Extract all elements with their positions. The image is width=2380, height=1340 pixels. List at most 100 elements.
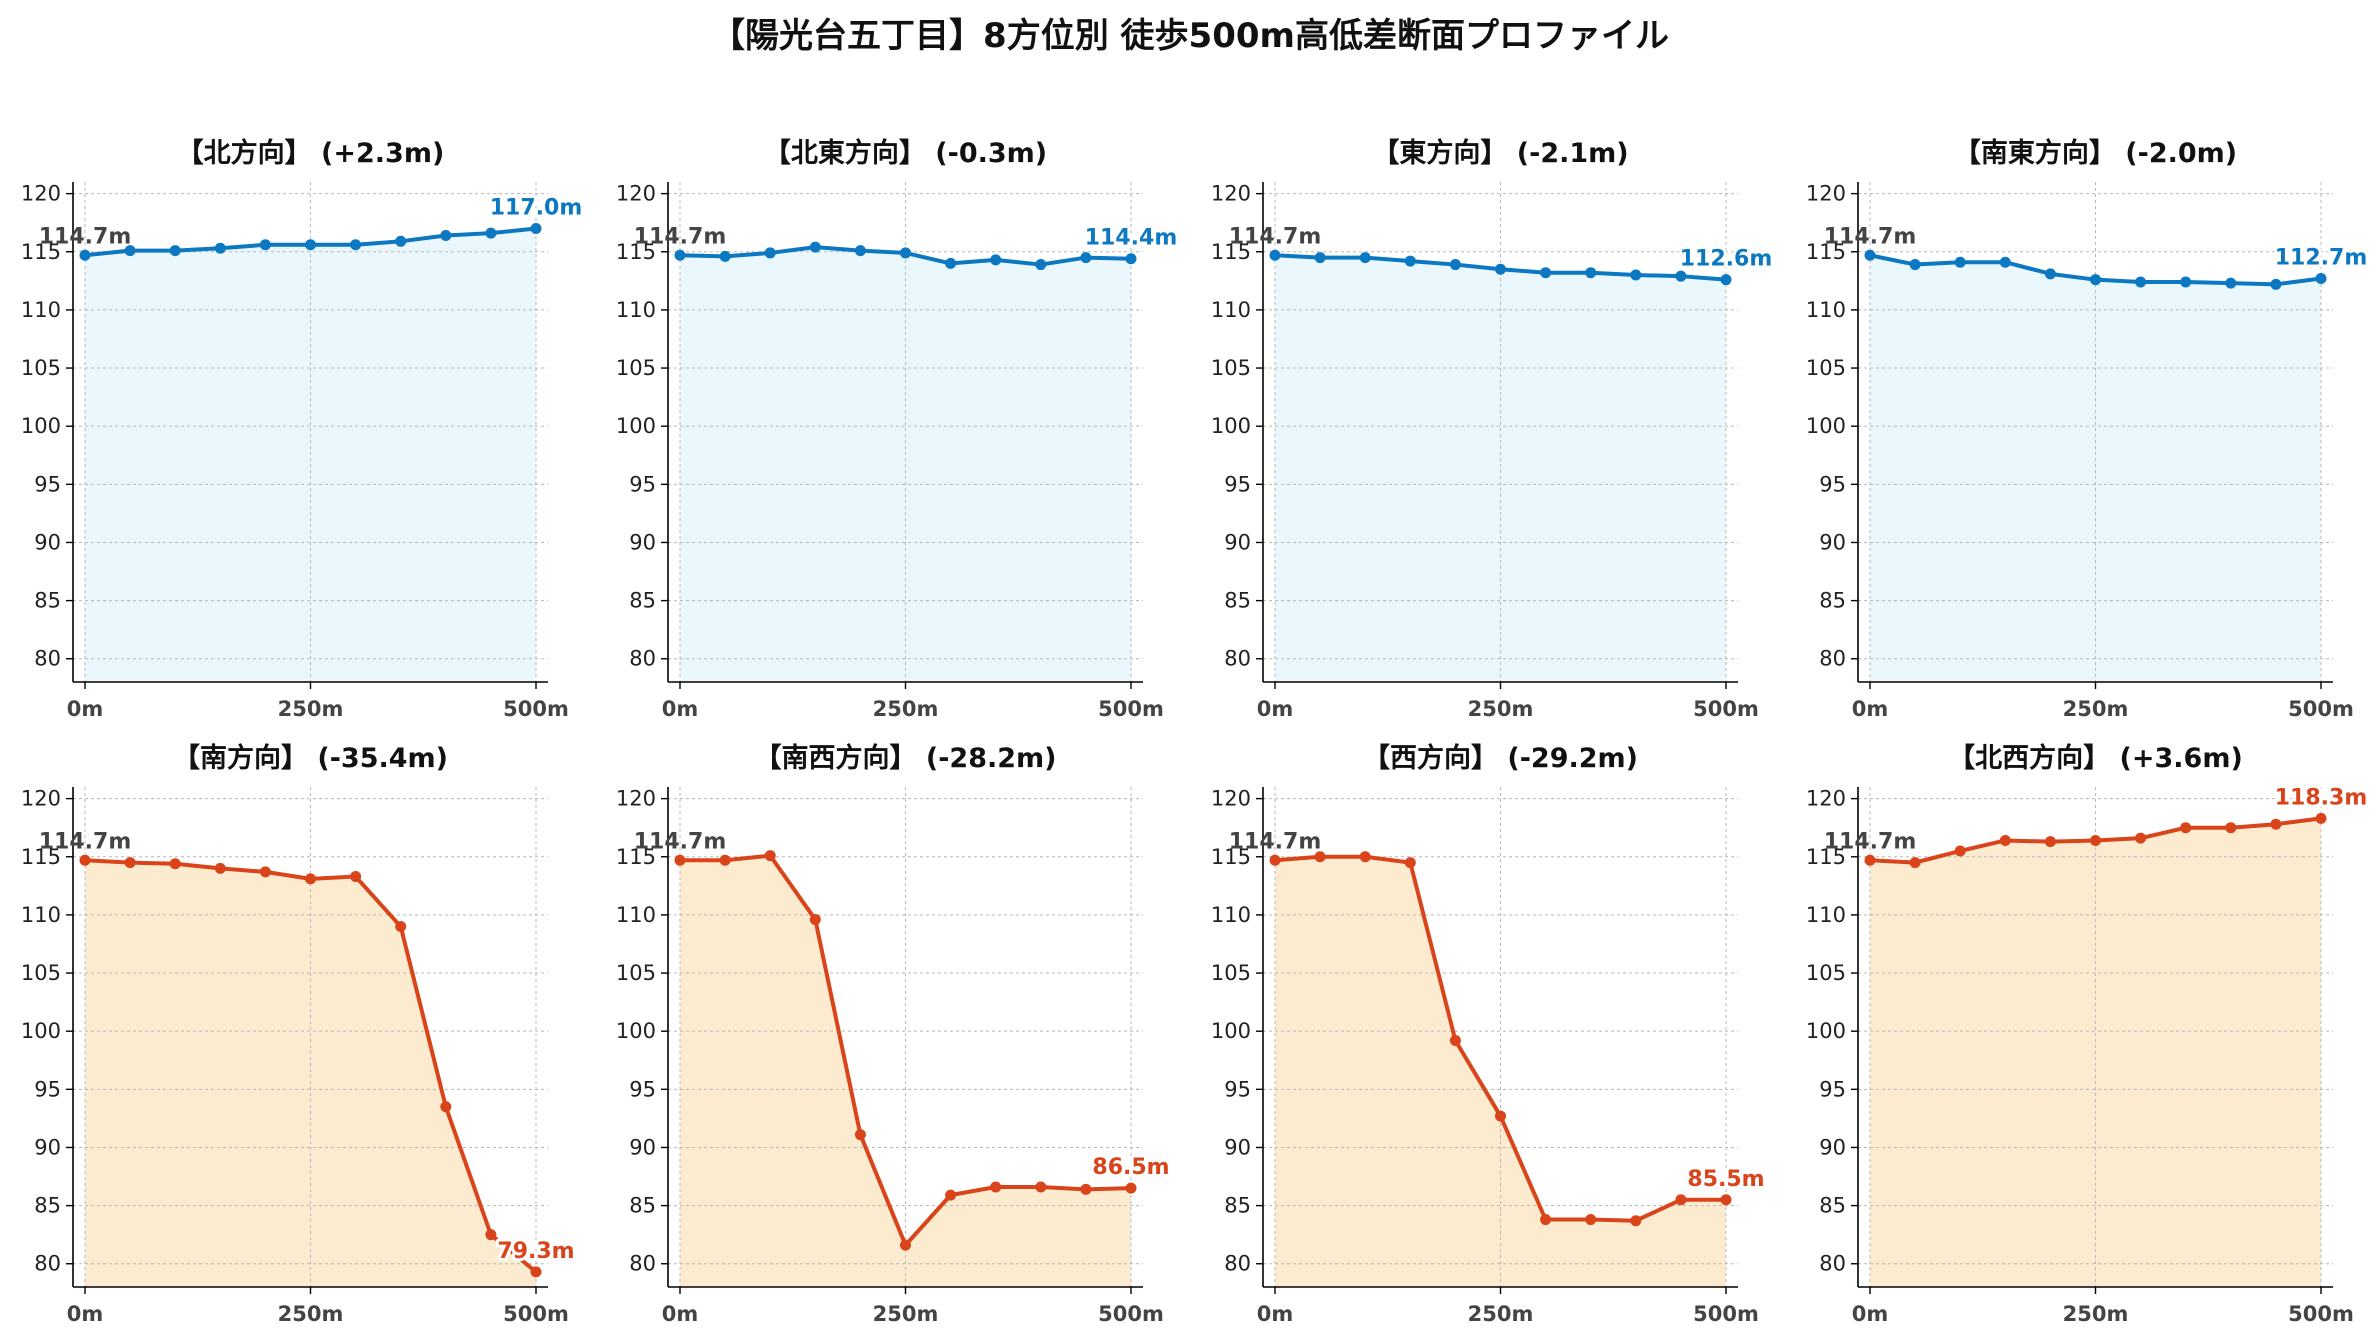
chart-panel-1: 【北方向】 (+2.3m) 80 85 90 95 100 105 110 115 120 0m 25… [21, 137, 585, 721]
elevation-point [1080, 1183, 1092, 1195]
elevation-point [1999, 834, 2011, 846]
elevation-point [2225, 277, 2237, 289]
x-tick-label: 0m [67, 1302, 104, 1326]
elevation-point [395, 235, 407, 247]
elevation-point [305, 239, 316, 251]
panel-title: 【西方向】 (-29.2m) [1363, 742, 1638, 774]
elevation-point [900, 247, 911, 259]
y-tick-label: 100 [21, 414, 61, 438]
y-tick-label: 105 [1806, 356, 1846, 380]
elevation-area [1275, 255, 1726, 683]
y-tick-label: 95 [1224, 472, 1251, 496]
elevation-point [945, 257, 957, 269]
elevation-point [764, 247, 776, 259]
panel-title: 【北西方向】 (+3.6m) [1948, 742, 2243, 774]
y-tick-label: 90 [629, 530, 656, 554]
end-elevation-label: 112.7m [2275, 246, 2368, 271]
elevation-point [350, 871, 362, 883]
elevation-point [530, 223, 542, 235]
elevation-area [85, 860, 536, 1287]
panel-title: 【南方向】 (-35.4m) [173, 742, 448, 774]
elevation-area [680, 855, 1131, 1287]
chart-panel-6: 【南西方向】 (-28.2m) 80 85 90 95 100 105 110 115 120 0m… [616, 742, 1173, 1326]
x-tick-label: 250m [1468, 697, 1534, 721]
end-elevation-label: 112.6m [1680, 247, 1773, 272]
panel-title: 【南東方向】 (-2.0m) [1954, 137, 2237, 169]
elevation-point [169, 858, 181, 870]
elevation-point [1359, 252, 1371, 264]
elevation-point [1495, 263, 1506, 275]
elevation-point [1540, 267, 1552, 279]
elevation-point [719, 854, 731, 866]
elevation-point [485, 1229, 497, 1241]
y-tick-label: 85 [629, 589, 656, 613]
end-elevation-label-halo: 86.5m [1092, 1155, 1169, 1180]
y-tick-label: 115 [1211, 845, 1251, 869]
y-tick-label: 95 [629, 1077, 656, 1101]
y-tick-label: 80 [629, 647, 656, 671]
panel-title: 【東方向】 (-2.1m) [1372, 137, 1628, 169]
x-tick-label: 250m [873, 697, 939, 721]
elevation-point [2090, 274, 2101, 286]
elevation-point [809, 241, 821, 253]
elevation-point [2044, 836, 2056, 848]
y-tick-label: 85 [1819, 589, 1846, 613]
y-tick-label: 110 [616, 903, 656, 927]
elevation-point [1495, 1110, 1506, 1122]
page-title: 【陽光台五丁目】8方位別 徒歩500m高低差断面プロファイル [711, 16, 1669, 56]
elevation-point [1359, 851, 1371, 863]
chart-panel-8: 【北西方向】 (+3.6m) 80 85 90 95 100 105 110 115 120 0m 2… [1806, 742, 2370, 1326]
y-tick-label: 115 [21, 845, 61, 869]
elevation-point [2270, 278, 2282, 290]
y-tick-label: 100 [616, 414, 656, 438]
end-elevation-label: 86.5m [1092, 1155, 1169, 1180]
elevation-point [1999, 256, 2011, 268]
y-tick-label: 110 [1211, 298, 1251, 322]
chart-panel-2: 【北東方向】 (-0.3m) 80 85 90 95 100 105 110 115 120 0m 2… [616, 137, 1180, 721]
y-tick-label: 120 [1211, 182, 1251, 206]
elevation-point [2180, 276, 2192, 288]
y-tick-label: 85 [34, 1194, 61, 1218]
start-elevation-label: 114.7m [634, 224, 727, 249]
elevation-point [945, 1189, 957, 1201]
elevation-point [1314, 851, 1326, 863]
x-tick-label: 0m [662, 697, 699, 721]
elevation-point [854, 245, 866, 257]
elevation-point [259, 239, 271, 251]
elevation-point [1404, 255, 1416, 267]
x-tick-label: 250m [278, 1302, 344, 1326]
y-tick-label: 100 [1211, 414, 1251, 438]
y-tick-label: 85 [1224, 589, 1251, 613]
y-tick-label: 90 [1224, 530, 1251, 554]
y-tick-label: 105 [616, 356, 656, 380]
y-tick-label: 100 [1211, 1019, 1251, 1043]
y-tick-label: 95 [1819, 1077, 1846, 1101]
elevation-point [1909, 259, 1921, 271]
end-elevation-label: 114.4m [1085, 226, 1178, 251]
elevation-point [1125, 253, 1137, 265]
elevation-point [1314, 252, 1326, 264]
x-tick-label: 250m [2063, 1302, 2129, 1326]
elevation-point [2270, 818, 2282, 830]
start-elevation-label: 114.7m [39, 829, 132, 854]
elevation-point [1675, 270, 1687, 282]
start-elevation-label: 114.7m [1229, 829, 1322, 854]
y-tick-label: 115 [21, 240, 61, 264]
y-tick-label: 120 [21, 182, 61, 206]
elevation-point [1035, 259, 1047, 271]
elevation-point [1864, 249, 1876, 261]
y-tick-label: 105 [21, 961, 61, 985]
elevation-point [1720, 274, 1732, 286]
chart-panel-7: 【西方向】 (-29.2m) 80 85 90 95 100 105 110 115 120 0m 2… [1211, 742, 1768, 1326]
x-tick-label: 0m [67, 697, 104, 721]
y-tick-label: 95 [1819, 472, 1846, 496]
y-tick-label: 105 [616, 961, 656, 985]
elevation-point [440, 1101, 452, 1113]
end-elevation-label-halo: 79.3m [497, 1239, 574, 1264]
y-tick-label: 95 [34, 472, 61, 496]
y-tick-label: 105 [1211, 961, 1251, 985]
elevation-point [854, 1129, 866, 1141]
elevation-point [900, 1239, 911, 1251]
elevation-point [2315, 273, 2327, 285]
